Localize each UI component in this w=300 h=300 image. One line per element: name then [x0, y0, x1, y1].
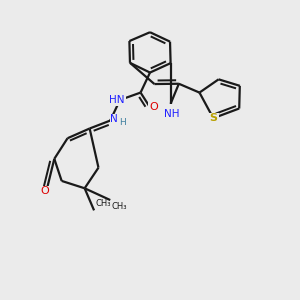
Text: CH₃: CH₃: [95, 199, 111, 208]
FancyBboxPatch shape: [119, 118, 126, 127]
Text: HN: HN: [109, 95, 125, 105]
FancyBboxPatch shape: [163, 104, 182, 116]
FancyBboxPatch shape: [39, 186, 50, 196]
FancyBboxPatch shape: [207, 112, 219, 124]
Text: CH₃: CH₃: [112, 202, 127, 211]
Text: S: S: [209, 113, 217, 123]
FancyBboxPatch shape: [148, 102, 159, 112]
Text: O: O: [40, 186, 49, 196]
Text: O: O: [149, 102, 158, 112]
Text: H: H: [119, 118, 126, 127]
FancyBboxPatch shape: [110, 94, 126, 106]
Text: NH: NH: [164, 109, 179, 119]
FancyBboxPatch shape: [110, 114, 119, 125]
Text: N: N: [110, 114, 118, 124]
